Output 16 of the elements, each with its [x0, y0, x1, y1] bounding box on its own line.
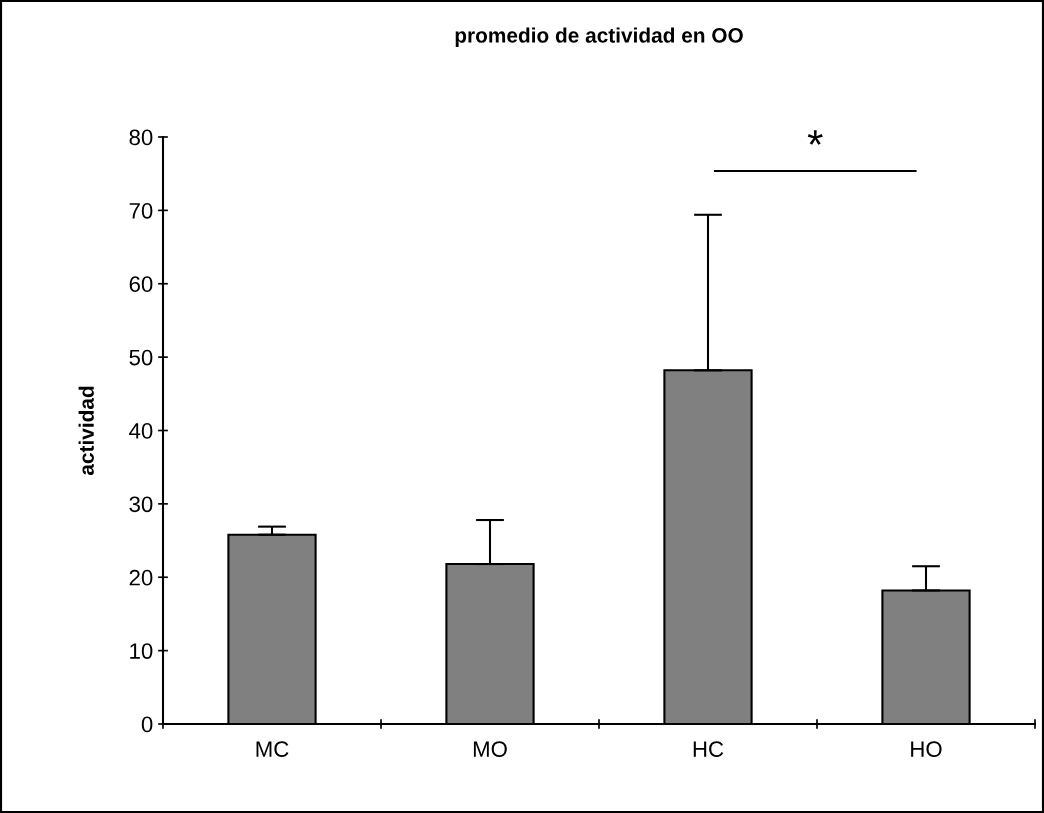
- y-axis-title: actividad: [78, 386, 94, 476]
- annotation: *: [807, 130, 823, 145]
- y-tick-label: 60: [129, 276, 153, 293]
- y-tick-label: 0: [141, 716, 153, 733]
- y-tick-label: 30: [129, 496, 153, 513]
- chart-title: promedio de actividad en OO: [455, 27, 743, 47]
- y-tick-label: 70: [129, 202, 153, 219]
- y-tick-label: 80: [129, 129, 153, 146]
- y-tick-label: 50: [129, 349, 153, 366]
- y-tick-label: 40: [129, 423, 153, 439]
- x-tick-label: HO: [911, 741, 942, 757]
- x-tick-label: MC: [256, 741, 289, 757]
- y-tick-label: 10: [130, 643, 153, 659]
- y-tick-label: 20: [129, 569, 153, 586]
- x-tick-label: MO: [473, 741, 507, 757]
- x-tick-label: HC: [693, 741, 724, 757]
